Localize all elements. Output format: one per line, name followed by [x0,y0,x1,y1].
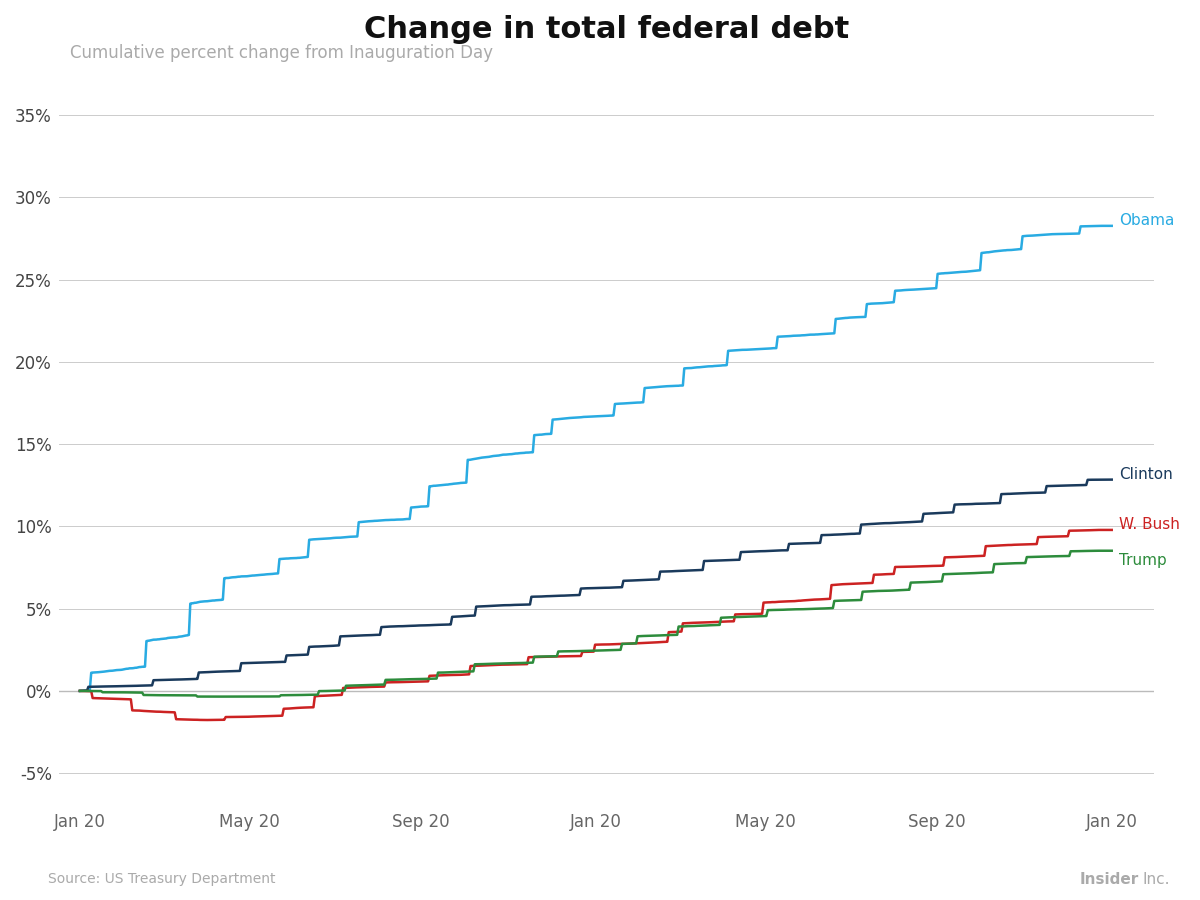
Text: Inc.: Inc. [1142,871,1170,886]
Text: Clinton: Clinton [1118,467,1172,482]
Text: Trump: Trump [1118,554,1166,568]
Text: W. Bush: W. Bush [1118,518,1180,533]
Text: Cumulative percent change from Inauguration Day: Cumulative percent change from Inaugurat… [70,44,493,62]
Text: Obama: Obama [1118,213,1174,229]
Text: Insider: Insider [1080,871,1139,886]
Title: Change in total federal debt: Change in total federal debt [364,15,850,44]
Text: Source: US Treasury Department: Source: US Treasury Department [48,872,276,886]
